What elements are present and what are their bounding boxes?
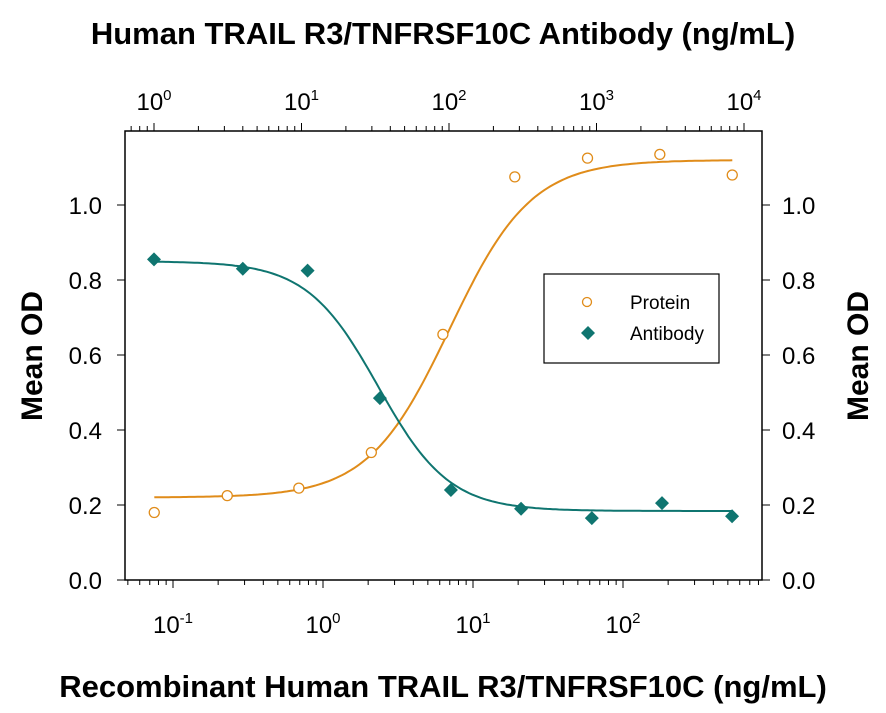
- y2-tick-label: 0.8: [782, 268, 815, 295]
- x-axis-top: 100 101 102 103 104: [130, 87, 762, 131]
- data-points: [147, 148, 740, 526]
- x2-tick-label: 101: [284, 87, 319, 116]
- y-tick-label: 0.4: [69, 418, 102, 445]
- legend: Protein Antibody: [543, 273, 720, 364]
- antibody-data-point: [654, 496, 669, 511]
- protein-data-point: [437, 328, 449, 341]
- legend-box: [543, 273, 720, 364]
- antibody-data-point: [372, 391, 387, 406]
- legend-antibody-marker-icon: [581, 326, 595, 340]
- antibody-data-point: [514, 501, 529, 516]
- antibody-data-point: [300, 263, 315, 278]
- x2-tick-label: 104: [726, 87, 761, 116]
- x-axis-label: Recombinant Human TRAIL R3/TNFRSF10C (ng…: [59, 669, 827, 704]
- y2-tick-label: 0.4: [782, 418, 815, 445]
- legend-antibody-label: Antibody: [630, 324, 704, 345]
- y2-tick-label: 0.0: [782, 568, 815, 595]
- y2-tick-label: 0.6: [782, 343, 815, 370]
- x-tick-label: 100: [305, 610, 340, 639]
- x2-tick-label: 103: [579, 87, 614, 116]
- legend-protein-marker-icon: [581, 296, 593, 308]
- protein-data-point: [221, 489, 233, 502]
- x-axis-bottom: 10-1 100 101 102: [127, 580, 759, 639]
- protein-fit-curve: [154, 159, 733, 499]
- y-tick-label: 0.8: [69, 268, 102, 295]
- protein-data-point: [581, 152, 594, 164]
- y2-tick-label: 0.2: [782, 493, 815, 520]
- antibody-data-point: [725, 509, 740, 524]
- y-axis-label-left: Mean OD: [16, 291, 49, 421]
- protein-data-point: [365, 446, 377, 459]
- antibody-fit-curve: [154, 260, 733, 512]
- y-tick-label: 1.0: [69, 193, 102, 220]
- protein-data-point: [148, 506, 160, 519]
- y-axis-left: 0.0 0.2 0.4 0.6 0.8 1.0: [69, 193, 125, 595]
- x2-tick-label: 100: [136, 87, 171, 116]
- fitted-curves: [154, 159, 733, 512]
- y-tick-label: 0.0: [69, 568, 102, 595]
- antibody-data-point: [235, 261, 250, 276]
- y-tick-label: 0.6: [69, 343, 102, 370]
- antibody-data-point: [147, 252, 161, 267]
- y2-tick-label: 1.0: [782, 193, 815, 220]
- x-tick-label: 101: [455, 610, 490, 639]
- y-axis-label-right: Mean OD: [842, 291, 875, 421]
- x-tick-label: 10-1: [153, 610, 193, 639]
- x-tick-label: 102: [605, 610, 640, 639]
- protein-data-point: [654, 148, 666, 161]
- x2-tick-label: 102: [431, 87, 466, 116]
- antibody-data-point: [584, 511, 599, 526]
- antibody-data-point: [443, 483, 458, 497]
- y-axis-right: 0.0 0.2 0.4 0.6 0.8 1.0: [762, 193, 815, 595]
- chart-title: Human TRAIL R3/TNFRSF10C Antibody (ng/mL…: [91, 16, 795, 51]
- protein-data-point: [293, 482, 305, 494]
- protein-data-point: [726, 169, 738, 181]
- y-tick-label: 0.2: [69, 493, 102, 520]
- protein-data-point: [509, 171, 521, 183]
- legend-protein-label: Protein: [630, 293, 690, 314]
